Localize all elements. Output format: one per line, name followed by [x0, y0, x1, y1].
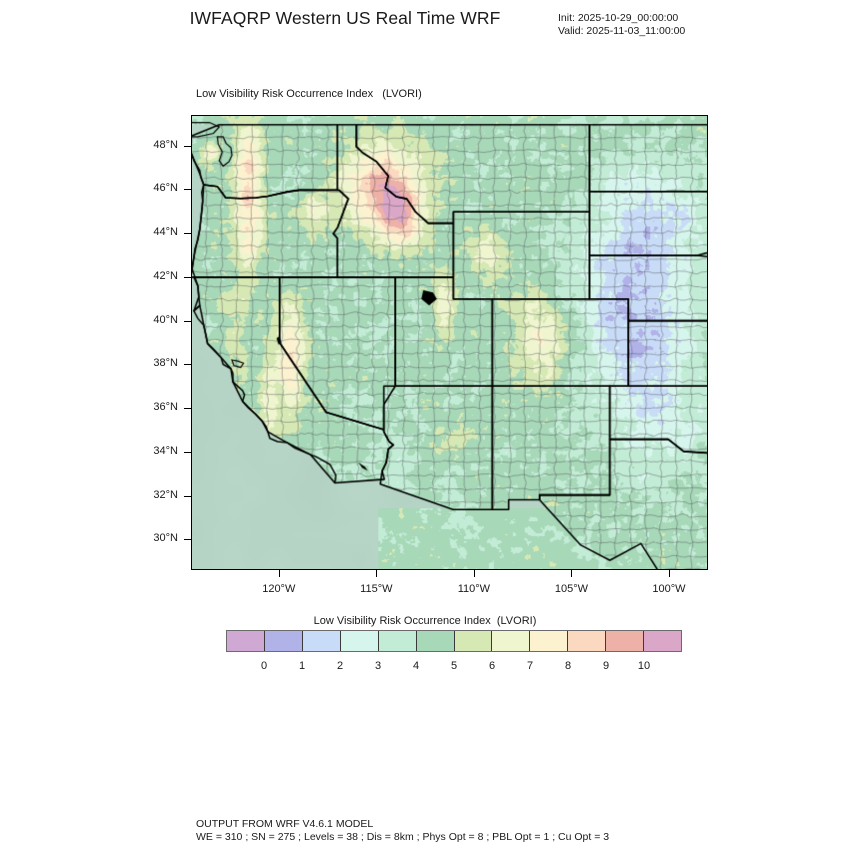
colorbar-swatch[interactable]: [530, 631, 569, 651]
y-axis-tick: [184, 451, 191, 453]
colorbar-swatch[interactable]: [264, 631, 303, 651]
colorbar-tick-label: 8: [564, 660, 572, 672]
y-axis-label: 34°N: [153, 444, 178, 457]
colorbar-tick-label: 3: [374, 660, 382, 672]
colorbar-tick-label: 5: [450, 660, 458, 672]
footer-line-model: OUTPUT FROM WRF V4.6.1 MODEL: [196, 818, 374, 830]
colorbar-tick-label: 2: [336, 660, 344, 672]
x-axis-label: 115°W: [360, 583, 393, 595]
y-axis-label: 30°N: [153, 532, 178, 545]
y-axis-label: 44°N: [153, 226, 178, 239]
colorbar[interactable]: [226, 630, 682, 652]
y-axis-label: 46°N: [153, 182, 178, 195]
colorbar-swatch[interactable]: [378, 631, 417, 651]
y-axis-tick: [184, 408, 191, 410]
x-axis-label: 110°W: [457, 583, 491, 595]
y-axis-tick: [184, 145, 191, 147]
colorbar-swatch[interactable]: [302, 631, 341, 651]
y-axis-label: 38°N: [153, 357, 178, 370]
valid-time-label: Valid: 2025-11-03_11:00:00: [558, 25, 686, 37]
colorbar-tick-label: 9: [602, 660, 610, 672]
page-title: IWFAQRP Western US Real Time WRF: [189, 8, 501, 28]
y-axis-tick: [184, 233, 191, 235]
y-axis-tick: [184, 276, 191, 278]
init-time-label: Init: 2025-10-29_00:00:00: [558, 12, 679, 24]
y-axis-label: 40°N: [153, 313, 178, 326]
x-axis-label: 100°W: [652, 583, 686, 595]
map-plot-area[interactable]: [191, 115, 708, 570]
x-axis-label: 120°W: [262, 583, 296, 595]
y-axis-tick: [184, 495, 191, 497]
x-axis-tick: [668, 570, 670, 577]
y-axis-label: 32°N: [153, 488, 178, 501]
y-axis-tick: [184, 539, 191, 541]
colorbar-swatch[interactable]: [644, 631, 682, 651]
colorbar-tick-label: 4: [412, 660, 420, 672]
colorbar-tick-labels: 0 1 2 3 4 5 6 7 8 9 10: [226, 660, 682, 676]
colorbar-swatch[interactable]: [606, 631, 645, 651]
y-axis-label: 36°N: [153, 401, 178, 414]
colorbar-swatch[interactable]: [227, 631, 265, 651]
lvori-heatmap-canvas: [192, 116, 707, 569]
x-axis-tick: [473, 570, 475, 577]
colorbar-tick-label: 0: [260, 660, 268, 672]
colorbar-swatch[interactable]: [454, 631, 493, 651]
x-axis-tick: [571, 570, 573, 577]
x-axis-tick: [376, 570, 378, 577]
colorbar-title: Low Visibility Risk Occurrence Index (LV…: [313, 615, 537, 627]
model-run-info: Init: 2025-10-29_00:00:00 Valid: 2025-11…: [558, 12, 685, 38]
y-axis-tick: [184, 189, 191, 191]
y-axis-tick: [184, 364, 191, 366]
colorbar-tick-label: 6: [488, 660, 496, 672]
colorbar-swatch[interactable]: [416, 631, 455, 651]
y-axis-label: 42°N: [153, 269, 178, 282]
colorbar-tick-label: 1: [298, 660, 306, 672]
colorbar-swatch[interactable]: [492, 631, 531, 651]
y-axis-tick: [184, 320, 191, 322]
colorbar-swatch[interactable]: [568, 631, 607, 651]
colorbar-tick-label: 7: [526, 660, 534, 672]
colorbar-swatch[interactable]: [340, 631, 379, 651]
model-config-footer: OUTPUT FROM WRF V4.6.1 MODEL WE = 310 ; …: [196, 818, 609, 844]
footer-line-config: WE = 310 ; SN = 275 ; Levels = 38 ; Dis …: [196, 831, 610, 843]
plot-subtitle: Low Visibility Risk Occurrence Index (LV…: [196, 88, 422, 100]
x-axis-tick: [278, 570, 280, 577]
x-axis-label: 105°W: [554, 583, 588, 595]
y-axis-label: 48°N: [153, 138, 178, 151]
colorbar-tick-label: 10: [637, 660, 651, 672]
